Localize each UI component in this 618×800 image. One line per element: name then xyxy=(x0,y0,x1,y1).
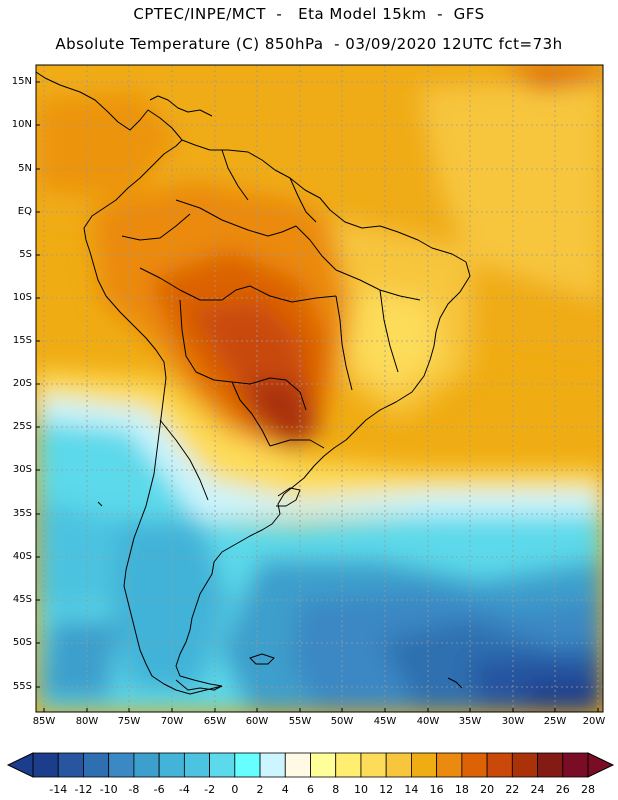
lon-label-40w: 40W xyxy=(416,716,440,727)
colorbar-tick-label: -8 xyxy=(128,783,140,796)
colorbar-box xyxy=(284,752,311,778)
colorbar-tick-label: 24 xyxy=(530,783,545,796)
lat-label-40s: 40S xyxy=(12,551,32,562)
colorbar-box xyxy=(436,752,463,778)
colorbar-tick-label: -6 xyxy=(153,783,165,796)
chart-title-line-1: CPTEC/INPE/MCT - Eta Model 15km - GFS xyxy=(133,5,485,23)
colorbar-tick-label: -10 xyxy=(99,783,118,796)
colorbar-box xyxy=(537,752,564,778)
colorbar-box xyxy=(183,752,210,778)
lat-label-25s: 25S xyxy=(12,421,32,432)
colorbar-box xyxy=(310,752,337,778)
lon-label-50w: 50W xyxy=(330,716,354,727)
colorbar-tick-label: 4 xyxy=(281,783,289,796)
colorbar-box xyxy=(158,752,185,778)
colorbar-right-arrow xyxy=(587,752,615,778)
colorbar-tick-label: -2 xyxy=(204,783,216,796)
colorbar-box xyxy=(57,752,84,778)
lat-label-20s: 20S xyxy=(12,378,32,389)
colorbar xyxy=(6,752,615,778)
lat-label-5n: 5N xyxy=(18,163,32,174)
lat-label-eq: EQ xyxy=(17,206,32,217)
colorbar-box xyxy=(83,752,110,778)
lat-label-5s: 5S xyxy=(19,249,32,260)
colorbar-tick-label: 20 xyxy=(480,783,495,796)
lat-label-35s: 35S xyxy=(12,508,32,519)
colorbar-box xyxy=(461,752,488,778)
colorbar-tick-label: 2 xyxy=(256,783,264,796)
lat-label-30s: 30S xyxy=(12,464,32,475)
colorbar-tick-label: 28 xyxy=(581,783,595,796)
colorbar-tick-label: 12 xyxy=(379,783,394,796)
lon-label-75w: 75W xyxy=(117,716,141,727)
colorbar-left-arrow xyxy=(6,752,34,778)
colorbar-tick-label: 10 xyxy=(353,783,368,796)
colorbar-tick-label: -4 xyxy=(178,783,190,796)
axis-ticks xyxy=(36,81,599,712)
lon-label-60w: 60W xyxy=(245,716,269,727)
coastlines xyxy=(36,71,471,695)
colorbar-tick-label: 16 xyxy=(429,783,444,796)
colorbar-tick-label: 22 xyxy=(505,783,520,796)
colorbar-box xyxy=(133,752,160,778)
colorbar-box xyxy=(562,752,589,778)
lat-label-15s: 15S xyxy=(12,335,32,346)
lon-label-35w: 35W xyxy=(458,716,482,727)
lat-label-55s: 55S xyxy=(12,681,32,692)
colorbar-box xyxy=(32,752,59,778)
lat-label-50s: 50S xyxy=(12,637,32,648)
lon-label-45w: 45W xyxy=(373,716,397,727)
lon-label-85w: 85W xyxy=(32,716,56,727)
colorbar-box xyxy=(209,752,236,778)
colorbar-box xyxy=(511,752,538,778)
colorbar-box xyxy=(360,752,387,778)
colorbar-tick-label: 14 xyxy=(404,783,419,796)
temperature-field xyxy=(36,65,603,712)
lat-label-10s: 10S xyxy=(12,292,32,303)
colorbar-box xyxy=(486,752,513,778)
lat-label-10n: 10N xyxy=(11,119,32,130)
colorbar-box xyxy=(385,752,412,778)
colorbar-tick-label: 0 xyxy=(231,783,239,796)
colorbar-tick-label: 8 xyxy=(332,783,340,796)
colorbar-tick-label: 18 xyxy=(454,783,469,796)
lon-label-20w: 20W xyxy=(582,716,606,727)
colorbar-boxes xyxy=(32,752,589,778)
lon-label-30w: 30W xyxy=(501,716,525,727)
colorbar-tick-label: 6 xyxy=(307,783,314,796)
colorbar-box xyxy=(411,752,438,778)
map-frame xyxy=(35,64,604,713)
lon-label-25w: 25W xyxy=(543,716,567,727)
colorbar-box xyxy=(234,752,261,778)
lon-label-65w: 65W xyxy=(203,716,227,727)
colorbar-box xyxy=(259,752,286,778)
lat-label-15n: 15N xyxy=(11,76,32,87)
lon-label-70w: 70W xyxy=(160,716,184,727)
chart-title-line-2: Absolute Temperature (C) 850hPa - 03/09/… xyxy=(55,35,563,53)
colorbar-tick-label: 26 xyxy=(555,783,570,796)
lat-label-45s: 45S xyxy=(12,594,32,605)
colorbar-tick-label: -12 xyxy=(74,783,93,796)
colorbar-box xyxy=(108,752,135,778)
lon-label-80w: 80W xyxy=(75,716,99,727)
colorbar-tick-label: -14 xyxy=(49,783,68,796)
lon-label-55w: 55W xyxy=(288,716,312,727)
colorbar-box xyxy=(335,752,362,778)
